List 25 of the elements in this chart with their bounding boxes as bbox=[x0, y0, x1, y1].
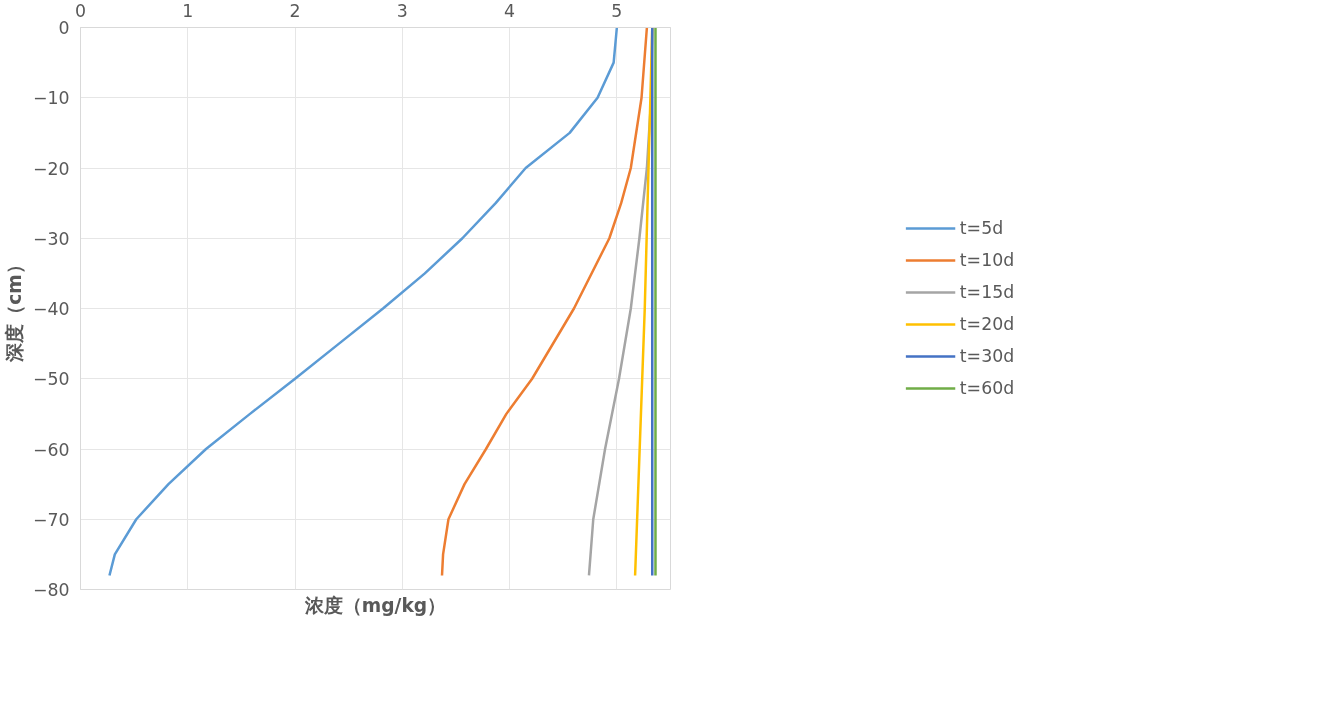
y-tick-label: −50 bbox=[32, 369, 70, 390]
y-tick-label: −70 bbox=[32, 509, 70, 530]
x-tick-label: 2 bbox=[289, 0, 301, 21]
y-tick-label: −20 bbox=[32, 158, 70, 179]
legend-label: t=15d bbox=[959, 282, 1015, 302]
x-tick-label: 3 bbox=[396, 0, 408, 21]
legend-label: t=20d bbox=[959, 314, 1015, 334]
x-tick-label: 1 bbox=[182, 0, 194, 21]
y-tick-label: −40 bbox=[32, 299, 70, 319]
x-tick-label: 5 bbox=[611, 0, 623, 21]
x-tick-label: 0 bbox=[74, 0, 87, 21]
y-axis-title: 深度（cm） bbox=[3, 255, 25, 363]
legend-label: t=60d bbox=[959, 378, 1015, 398]
line-series bbox=[108, 27, 619, 577]
line-series bbox=[440, 27, 649, 577]
y-tick-label: 0 bbox=[58, 18, 70, 38]
y-tick-label: −60 bbox=[32, 439, 70, 460]
legend-label: t=30d bbox=[959, 346, 1015, 366]
y-tick-label: −30 bbox=[32, 228, 70, 249]
legend-label: t=5d bbox=[959, 218, 1004, 238]
legend-label: t=10d bbox=[959, 250, 1015, 270]
x-axis-title: 浓度（mg/kg） bbox=[303, 594, 447, 616]
x-tick-label: 4 bbox=[504, 0, 516, 21]
y-tick-label: −10 bbox=[32, 88, 70, 109]
y-tick-label: −80 bbox=[32, 580, 70, 600]
